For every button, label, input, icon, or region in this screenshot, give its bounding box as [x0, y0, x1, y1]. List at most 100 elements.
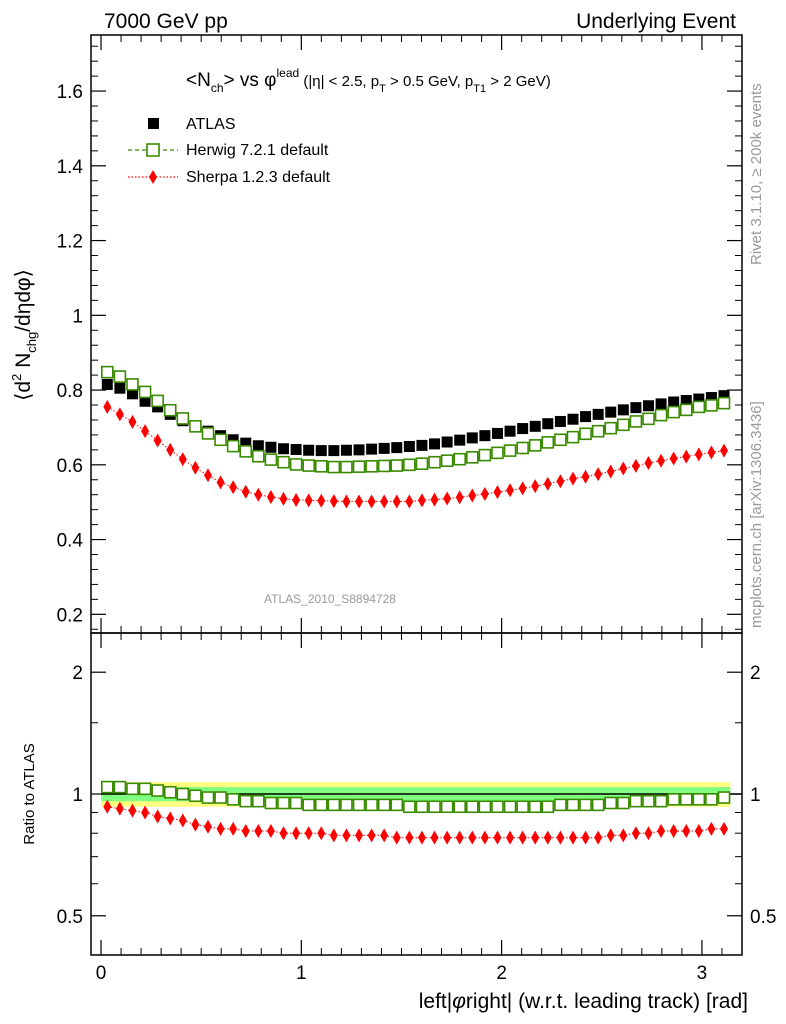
- atlas-point: [668, 396, 680, 408]
- herwig-point: [113, 370, 127, 383]
- herwig-point: [403, 458, 416, 472]
- main-y-tick-label: 0.8: [57, 381, 83, 402]
- ratio-herwig-point: [327, 798, 341, 812]
- sherpa-point: [581, 469, 590, 484]
- atlas-point: [554, 415, 566, 427]
- sherpa-point: [292, 492, 301, 507]
- atlas-point: [655, 398, 667, 410]
- ratio-sherpa-point: [304, 826, 313, 841]
- ratio-sherpa-point: [631, 826, 640, 841]
- main-y-tick-label: 1.4: [57, 157, 84, 178]
- ratio-herwig-point: [314, 798, 328, 812]
- ratio-herwig-point: [642, 794, 655, 808]
- atlas-point: [630, 402, 642, 414]
- ratio-herwig-point: [554, 798, 567, 812]
- sherpa-point: [480, 486, 489, 501]
- herwig-point: [629, 415, 643, 428]
- herwig-point: [264, 453, 278, 466]
- ratio-herwig-point: [151, 784, 164, 797]
- legend-atlas: ATLAS: [148, 116, 236, 133]
- atlas-point: [529, 420, 541, 432]
- atlas-point: [680, 395, 692, 407]
- ratio-herwig-point: [705, 793, 718, 806]
- herwig-point: [314, 460, 328, 473]
- atlas-point: [542, 418, 554, 430]
- ratio-herwig-point: [163, 785, 177, 799]
- atlas-point: [303, 444, 315, 456]
- sherpa-point: [568, 471, 577, 486]
- ratio-sherpa-point: [355, 828, 364, 843]
- atlas-point: [366, 443, 378, 455]
- herwig-point: [365, 460, 378, 473]
- ratio-sherpa-point: [191, 817, 200, 832]
- ratio-sherpa-point: [367, 828, 376, 843]
- ratio-herwig-point: [491, 800, 504, 814]
- ratio-sherpa-point: [292, 826, 301, 841]
- atlas-point: [718, 390, 730, 402]
- atlas-point: [278, 443, 290, 455]
- sherpa-point: [631, 458, 640, 473]
- ratio-herwig-point: [340, 798, 353, 812]
- ratio-sherpa-point: [128, 803, 137, 818]
- sherpa-point: [669, 451, 678, 466]
- ratio-sherpa-point: [694, 824, 703, 839]
- ratio-herwig-point: [289, 796, 303, 810]
- herwig-point: [138, 385, 152, 399]
- sherpa-point: [556, 474, 565, 489]
- herwig-point: [226, 439, 240, 453]
- atlas-point: [466, 432, 478, 444]
- sherpa-point: [543, 476, 552, 491]
- ratio-y-axis-label: Ratio to ATLAS: [21, 743, 38, 844]
- ratio-herwig-point: [277, 796, 290, 810]
- atlas-point: [642, 400, 654, 412]
- atlas-point: [391, 442, 403, 454]
- ratio-sherpa-point: [329, 828, 338, 843]
- atlas-point: [340, 444, 352, 456]
- sherpa-point: [103, 399, 112, 414]
- sherpa-point: [518, 481, 527, 496]
- herwig-point: [541, 436, 555, 449]
- herwig-point: [428, 455, 441, 469]
- sherpa-point: [682, 449, 691, 464]
- ratio-herwig-point: [126, 782, 139, 796]
- atlas-point: [705, 392, 717, 404]
- ratio-herwig-point: [629, 794, 643, 808]
- sherpa-point: [342, 494, 351, 509]
- atlas-point: [126, 388, 138, 400]
- atlas-point: [403, 440, 415, 452]
- ratio-herwig-point: [113, 780, 127, 794]
- herwig-point: [566, 430, 580, 444]
- ratio-y-tick-label-left: 1: [72, 785, 83, 806]
- sherpa-point: [468, 488, 477, 503]
- ratio-y-tick-label-right: 1: [750, 785, 761, 806]
- ratio-herwig-point: [465, 800, 479, 814]
- ratio-sherpa-point: [229, 821, 238, 836]
- ratio-herwig-point: [591, 798, 605, 812]
- herwig-point: [189, 420, 202, 433]
- ratio-herwig-point: [579, 798, 592, 812]
- ratio-sherpa-point: [594, 830, 603, 845]
- ratio-sherpa-point: [279, 826, 288, 841]
- sherpa-point: [166, 442, 175, 457]
- sherpa-point: [619, 461, 628, 476]
- ratio-herwig-point: [717, 791, 731, 804]
- x-tick-label: 0: [96, 963, 107, 984]
- legend-sherpa-marker: [149, 170, 157, 184]
- main-y-tick-label: 1.6: [57, 82, 83, 103]
- ratio-y-tick-label-right: 2: [750, 663, 761, 684]
- ratio-data-points: [101, 780, 731, 845]
- herwig-point: [554, 433, 567, 447]
- atlas-point: [617, 404, 629, 416]
- ratio-y-tick-label-left: 0.5: [57, 907, 83, 928]
- main-y-tick-label: 0.6: [57, 456, 83, 477]
- ratio-herwig-point: [201, 791, 215, 804]
- sherpa-point: [153, 433, 162, 448]
- x-tick-label: 1: [296, 963, 307, 984]
- main-y-tick-label: 0.4: [57, 531, 84, 552]
- ratio-herwig-point: [377, 798, 391, 812]
- ratio-herwig-point: [138, 782, 152, 796]
- herwig-point: [327, 460, 341, 474]
- legend-atlas-marker: [148, 118, 159, 129]
- ratio-herwig-point: [365, 798, 378, 812]
- sherpa-point: [430, 492, 439, 507]
